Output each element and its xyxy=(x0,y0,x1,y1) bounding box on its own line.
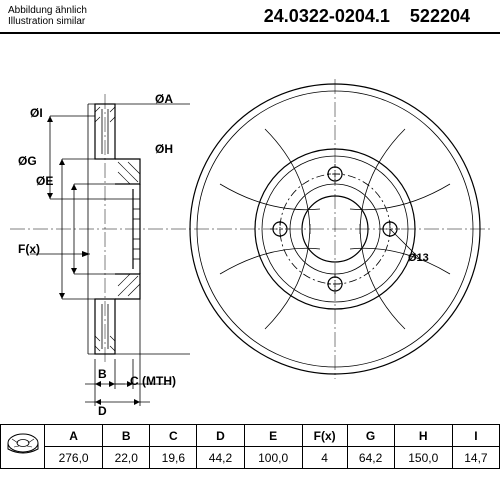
drawing-svg xyxy=(0,34,500,424)
val-G: 64,2 xyxy=(347,447,394,469)
header-bar: Abbildung ähnlich Illustration similar 2… xyxy=(0,0,500,34)
label-Fx: F(x) xyxy=(18,242,40,256)
val-Fx: 4 xyxy=(302,447,347,469)
col-G: G xyxy=(347,425,394,447)
label-C: C (MTH) xyxy=(130,374,176,388)
table-value-row: 276,0 22,0 19,6 44,2 100,0 4 64,2 150,0 … xyxy=(1,447,500,469)
col-H: H xyxy=(394,425,452,447)
part-number-a: 24.0322-0204.1 xyxy=(264,6,390,26)
col-D: D xyxy=(197,425,244,447)
part-number-b: 522204 xyxy=(410,6,470,26)
col-A: A xyxy=(45,425,103,447)
label-bolt: Ø13 xyxy=(408,252,429,264)
val-H: 150,0 xyxy=(394,447,452,469)
val-D: 44,2 xyxy=(197,447,244,469)
val-A: 276,0 xyxy=(45,447,103,469)
technical-drawing: ØI ØG ØE ØH ØA F(x) B C (MTH) D Ø13 xyxy=(0,34,500,424)
col-E: E xyxy=(244,425,302,447)
label-diaH: ØH xyxy=(155,142,173,156)
spec-table: A B C D E F(x) G H I 276,0 22,0 19,6 44,… xyxy=(0,424,500,469)
label-diaA: ØA xyxy=(155,92,173,106)
col-Fx: F(x) xyxy=(302,425,347,447)
val-B: 22,0 xyxy=(103,447,150,469)
label-diaE: ØE xyxy=(36,174,53,188)
col-C: C xyxy=(150,425,197,447)
part-numbers: 24.0322-0204.1 522204 xyxy=(264,6,470,27)
label-diaI: ØI xyxy=(30,106,43,120)
illustration-en: Illustration similar xyxy=(8,16,87,27)
label-diaG: ØG xyxy=(18,154,37,168)
illustration-de: Abbildung ähnlich xyxy=(8,5,87,16)
table-header-row: A B C D E F(x) G H I xyxy=(1,425,500,447)
val-I: 14,7 xyxy=(452,447,499,469)
col-B: B xyxy=(103,425,150,447)
col-I: I xyxy=(452,425,499,447)
val-C: 19,6 xyxy=(150,447,197,469)
side-view xyxy=(95,104,140,354)
val-E: 100,0 xyxy=(244,447,302,469)
label-D: D xyxy=(98,404,107,418)
label-B: B xyxy=(98,367,107,381)
disc-icon-cell xyxy=(1,425,45,469)
illustration-note: Abbildung ähnlich Illustration similar xyxy=(8,5,87,27)
disc-icon xyxy=(4,427,42,463)
